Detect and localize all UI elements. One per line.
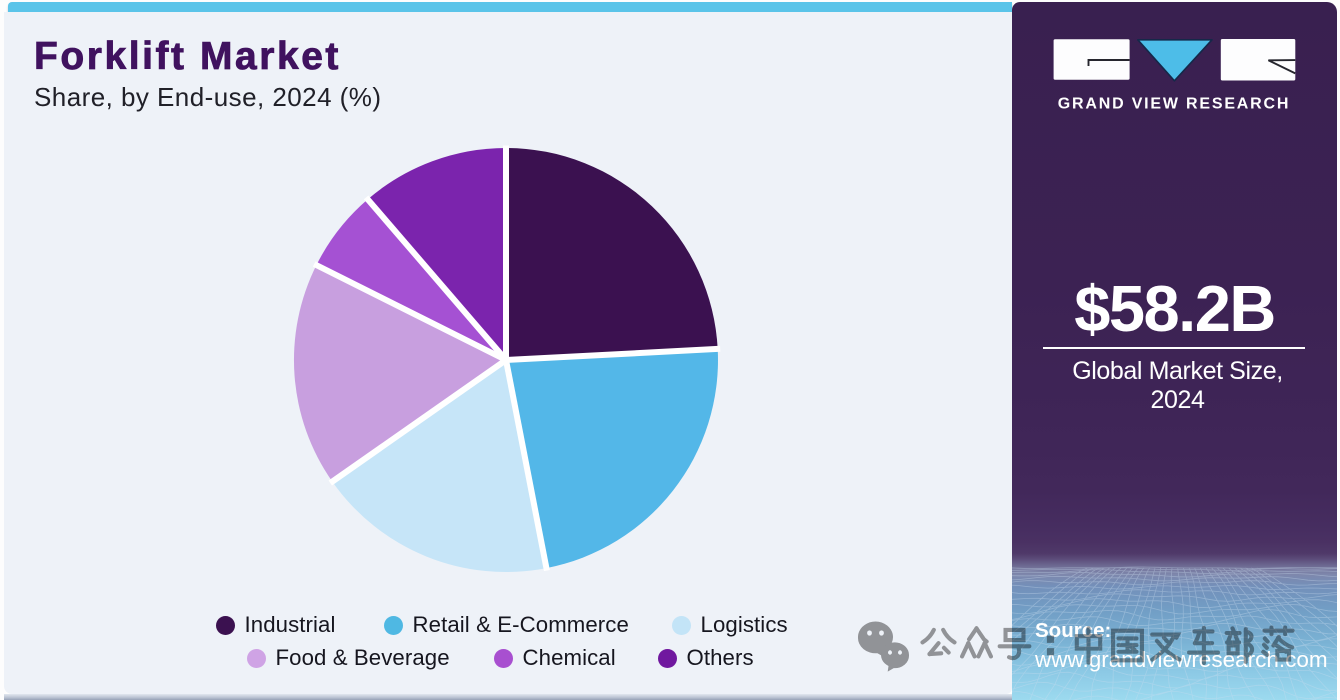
svg-text:GRAND VIEW RESEARCH: GRAND VIEW RESEARCH (1058, 96, 1290, 113)
